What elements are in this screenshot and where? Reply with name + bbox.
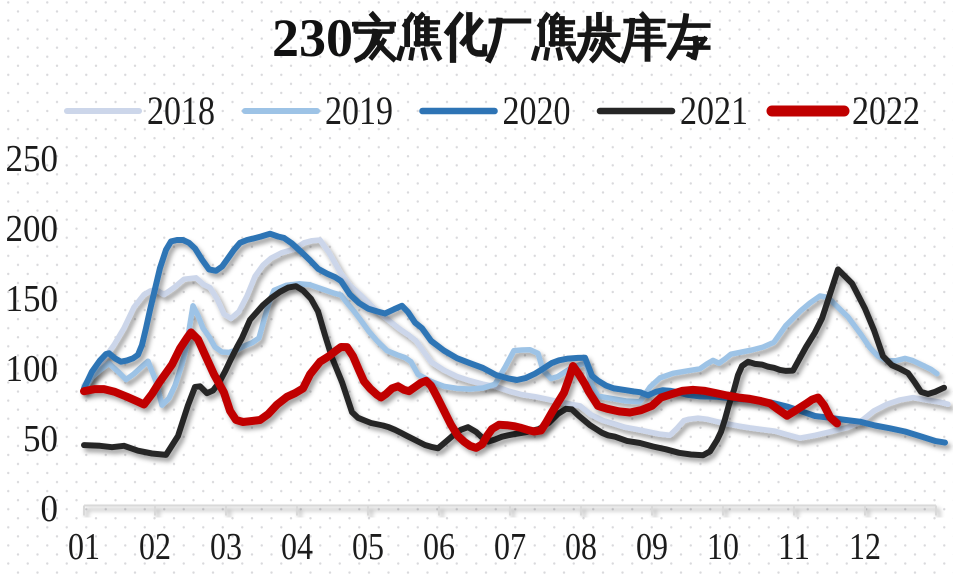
svg-text:2018: 2018 (147, 88, 215, 133)
svg-text:12: 12 (849, 526, 881, 568)
svg-text:04: 04 (281, 526, 313, 568)
svg-text:2022: 2022 (852, 88, 920, 133)
svg-text:0: 0 (41, 488, 59, 530)
svg-text:150: 150 (6, 278, 59, 320)
svg-text:03: 03 (210, 526, 242, 568)
svg-text:01: 01 (68, 526, 100, 568)
svg-text:02: 02 (139, 526, 171, 568)
svg-text:07: 07 (494, 526, 526, 568)
svg-text:05: 05 (352, 526, 384, 568)
svg-text:200: 200 (6, 208, 59, 250)
svg-text:06: 06 (423, 526, 455, 568)
svg-text:230: 230 (272, 8, 353, 68)
svg-text:09: 09 (636, 526, 668, 568)
svg-text:08: 08 (565, 526, 597, 568)
svg-text:10: 10 (707, 526, 739, 568)
svg-text:2021: 2021 (680, 88, 748, 133)
svg-text:2020: 2020 (503, 88, 571, 133)
svg-text:2019: 2019 (325, 88, 393, 133)
svg-text:100: 100 (6, 348, 59, 390)
svg-text:50: 50 (23, 418, 58, 460)
svg-text:250: 250 (6, 138, 59, 180)
svg-text:11: 11 (778, 526, 810, 568)
